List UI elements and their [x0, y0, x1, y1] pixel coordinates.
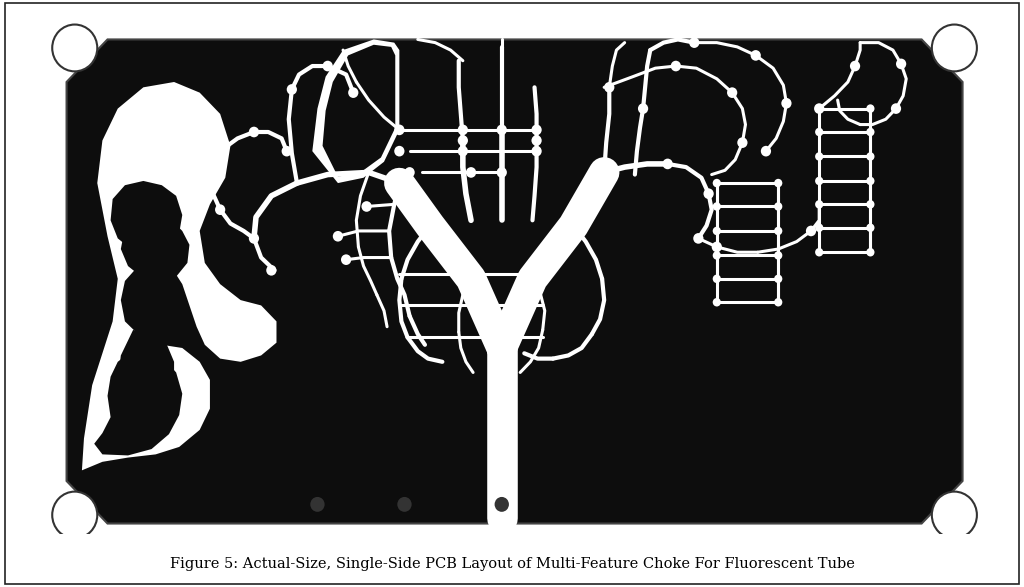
- Circle shape: [497, 167, 507, 178]
- Circle shape: [689, 38, 699, 48]
- Circle shape: [713, 275, 721, 283]
- Circle shape: [896, 59, 906, 69]
- Polygon shape: [323, 45, 395, 177]
- Circle shape: [713, 227, 721, 235]
- Circle shape: [850, 60, 860, 72]
- Polygon shape: [94, 351, 182, 456]
- Circle shape: [774, 251, 782, 259]
- Circle shape: [348, 87, 358, 98]
- Circle shape: [333, 231, 343, 242]
- Circle shape: [394, 146, 404, 157]
- Polygon shape: [82, 82, 276, 470]
- Circle shape: [806, 225, 816, 236]
- Circle shape: [774, 298, 782, 306]
- Circle shape: [866, 128, 874, 136]
- Circle shape: [815, 224, 823, 232]
- Circle shape: [713, 202, 721, 211]
- Circle shape: [466, 274, 476, 284]
- Circle shape: [781, 98, 792, 109]
- Circle shape: [604, 82, 614, 93]
- Circle shape: [713, 251, 721, 259]
- Circle shape: [891, 103, 901, 114]
- Circle shape: [266, 265, 276, 276]
- Circle shape: [866, 104, 874, 113]
- Polygon shape: [111, 181, 182, 252]
- Circle shape: [458, 124, 468, 135]
- Circle shape: [497, 124, 507, 135]
- Circle shape: [774, 275, 782, 283]
- Circle shape: [751, 50, 761, 60]
- Text: Figure 5: Actual-Size, Single-Side PCB Layout of Multi-Feature Choke For Fluores: Figure 5: Actual-Size, Single-Side PCB L…: [170, 556, 854, 571]
- Circle shape: [815, 152, 823, 161]
- Circle shape: [713, 179, 721, 187]
- Circle shape: [774, 227, 782, 235]
- Circle shape: [866, 224, 874, 232]
- Circle shape: [404, 167, 415, 178]
- Circle shape: [727, 87, 737, 98]
- Circle shape: [323, 60, 333, 72]
- Circle shape: [815, 128, 823, 136]
- Polygon shape: [119, 330, 174, 398]
- Circle shape: [397, 497, 412, 512]
- Circle shape: [458, 146, 468, 157]
- Circle shape: [815, 104, 823, 113]
- Circle shape: [774, 179, 782, 187]
- Circle shape: [361, 201, 372, 212]
- Circle shape: [815, 248, 823, 257]
- Circle shape: [495, 497, 509, 512]
- Circle shape: [531, 124, 542, 135]
- Circle shape: [866, 177, 874, 185]
- Circle shape: [815, 200, 823, 208]
- Circle shape: [737, 137, 748, 148]
- Circle shape: [531, 146, 542, 157]
- Circle shape: [341, 254, 351, 265]
- Circle shape: [394, 178, 404, 188]
- Circle shape: [568, 220, 579, 231]
- Circle shape: [249, 233, 259, 244]
- Circle shape: [693, 233, 703, 244]
- Polygon shape: [312, 39, 399, 183]
- Circle shape: [215, 154, 225, 165]
- Circle shape: [458, 135, 468, 146]
- Circle shape: [527, 274, 538, 284]
- Circle shape: [310, 497, 325, 512]
- Circle shape: [866, 248, 874, 257]
- Circle shape: [394, 124, 404, 135]
- Circle shape: [638, 103, 648, 114]
- Circle shape: [814, 103, 824, 114]
- Circle shape: [215, 204, 225, 215]
- Circle shape: [774, 202, 782, 211]
- Polygon shape: [121, 213, 189, 281]
- Circle shape: [671, 60, 681, 72]
- Circle shape: [531, 135, 542, 146]
- Circle shape: [866, 200, 874, 208]
- Circle shape: [249, 127, 259, 137]
- Circle shape: [866, 152, 874, 161]
- Circle shape: [932, 25, 977, 72]
- Circle shape: [761, 146, 771, 157]
- Circle shape: [52, 492, 97, 538]
- Circle shape: [815, 177, 823, 185]
- Circle shape: [663, 158, 673, 169]
- Circle shape: [52, 25, 97, 72]
- Circle shape: [703, 188, 714, 199]
- Circle shape: [425, 220, 435, 231]
- Circle shape: [932, 492, 977, 538]
- Circle shape: [712, 242, 722, 252]
- Circle shape: [466, 167, 476, 178]
- Circle shape: [599, 167, 609, 178]
- Circle shape: [208, 169, 218, 180]
- Circle shape: [287, 84, 297, 95]
- Circle shape: [713, 298, 721, 306]
- Circle shape: [282, 146, 292, 157]
- Polygon shape: [67, 39, 963, 524]
